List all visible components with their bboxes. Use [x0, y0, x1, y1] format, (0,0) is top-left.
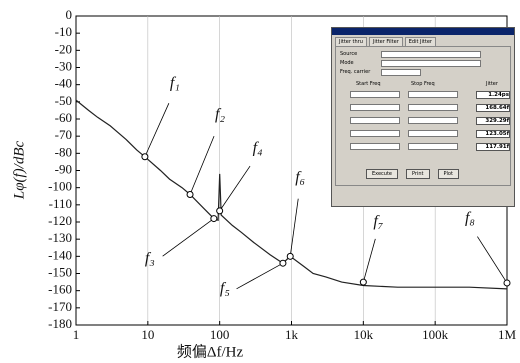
jitter-value: 117.91f: [476, 143, 510, 151]
marker-label: f₆: [295, 169, 305, 186]
start-box: [350, 130, 400, 137]
field-box: [381, 51, 481, 58]
marker: [217, 208, 223, 214]
start-box: [350, 91, 400, 98]
panel: Execute Print Plot Source Mode Freq. carrier…: [335, 46, 511, 186]
tab: Jitter thru: [335, 37, 367, 46]
annotation-arrow: [190, 136, 214, 194]
y-axis-label: Lφ(f)/dBc: [11, 141, 27, 201]
title-bar: [332, 28, 514, 35]
y-tick-label: -130: [48, 230, 72, 245]
marker-label: f₁: [170, 74, 180, 91]
field-label: Freq. carrier: [340, 69, 370, 76]
jitter-value: 329.29f: [476, 117, 510, 125]
start-box: [350, 143, 400, 150]
marker: [287, 253, 293, 259]
annotation-arrow: [477, 237, 507, 283]
x-tick-label: 10k: [354, 327, 374, 342]
x-tick-label: 100k: [422, 327, 449, 342]
y-tick-label: -150: [48, 264, 72, 279]
y-tick-label: -90: [55, 161, 72, 176]
annotation-arrow: [363, 239, 375, 282]
marker: [211, 216, 217, 222]
y-tick-label: -50: [55, 93, 72, 108]
column-header: Start Freq: [356, 81, 381, 88]
marker: [360, 279, 366, 285]
y-tick-label: -20: [55, 41, 72, 56]
tab: Jitter Filter: [369, 37, 403, 46]
marker: [504, 280, 510, 286]
y-tick-label: -80: [55, 144, 72, 159]
column-header: Jitter: [486, 81, 498, 88]
field-label: Mode: [340, 60, 354, 67]
y-tick-label: -100: [48, 179, 72, 194]
annotation-arrow: [220, 166, 250, 211]
marker: [280, 260, 286, 266]
stop-box: [408, 91, 458, 98]
button[interactable]: Plot: [438, 169, 459, 179]
marker-label: f₅: [220, 280, 230, 297]
y-tick-label: 0: [66, 7, 73, 22]
jitter-value: 168.64f: [476, 104, 510, 112]
x-tick-label: 1k: [285, 327, 299, 342]
y-tick-label: -160: [48, 282, 72, 297]
marker-label: f₃: [145, 250, 155, 267]
y-tick-label: -30: [55, 58, 72, 73]
y-tick-label: -140: [48, 247, 72, 262]
marker-label: f₈: [465, 210, 475, 227]
buttons: Execute Print Plot: [366, 169, 459, 179]
y-tick-label: -40: [55, 76, 72, 91]
annotation-arrow: [237, 263, 283, 289]
jitter-value: 123.05f: [476, 130, 510, 138]
annotation-arrow: [145, 103, 169, 157]
button[interactable]: Print: [406, 169, 430, 179]
x-axis-label: 频偏Δf/Hz: [177, 343, 244, 360]
marker-label: f₄: [253, 140, 263, 157]
y-tick-label: -60: [55, 110, 72, 125]
marker-label: f₂: [215, 106, 225, 123]
button[interactable]: Execute: [366, 169, 398, 179]
figure: 频偏Δf/Hz Lφ(f)/dBc 0 -10 -20 -30 -40 -50 -60 -70…: [0, 0, 520, 363]
stop-box: [408, 104, 458, 111]
column-header: Stop Freq: [411, 81, 435, 88]
field-label: Source: [340, 51, 357, 58]
stop-box: [408, 130, 458, 137]
stop-box: [408, 143, 458, 150]
y-tick-label: -120: [48, 213, 72, 228]
start-box: [350, 104, 400, 111]
y-tick-label: -180: [48, 316, 72, 331]
x-tick-label: 1: [73, 327, 80, 342]
annotation-arrow: [163, 219, 214, 257]
marker: [142, 154, 148, 160]
field-box: [381, 69, 421, 76]
stop-box: [408, 117, 458, 124]
y-tick-label: -170: [48, 299, 72, 314]
x-tick-label: 1M: [498, 327, 517, 342]
start-box: [350, 117, 400, 124]
marker-label: f₇: [373, 213, 383, 230]
jitter-value: 1.24ps: [476, 91, 510, 99]
x-tick-label: 10: [141, 327, 154, 342]
tab: Edit Jitter: [405, 37, 436, 46]
y-tick-label: -10: [55, 24, 72, 39]
y-tick-label: -70: [55, 127, 72, 142]
marker: [187, 192, 193, 198]
y-tick-label: -110: [49, 196, 72, 211]
field-box: [381, 60, 481, 67]
x-tick-label: 100: [210, 327, 230, 342]
